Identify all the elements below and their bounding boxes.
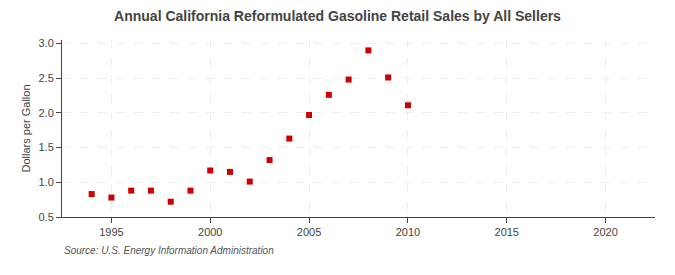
svg-text:3.0: 3.0 — [39, 37, 54, 49]
svg-text:2015: 2015 — [495, 226, 519, 238]
svg-text:2.5: 2.5 — [39, 72, 54, 84]
svg-text:2010: 2010 — [396, 226, 420, 238]
svg-text:1.0: 1.0 — [39, 176, 54, 188]
svg-text:Annual California Reformulated: Annual California Reformulated Gasoline … — [114, 8, 561, 24]
svg-text:2000: 2000 — [198, 226, 222, 238]
svg-text:2020: 2020 — [593, 226, 617, 238]
svg-text:2.0: 2.0 — [39, 107, 54, 119]
svg-text:Dollars per Gallon: Dollars per Gallon — [20, 84, 32, 172]
svg-text:2005: 2005 — [297, 226, 321, 238]
svg-text:1.5: 1.5 — [39, 141, 54, 153]
svg-text:1995: 1995 — [99, 226, 123, 238]
svg-text:Source: U.S. Energy Informatio: Source: U.S. Energy Information Administ… — [64, 245, 274, 256]
svg-text:0.5: 0.5 — [39, 211, 54, 223]
